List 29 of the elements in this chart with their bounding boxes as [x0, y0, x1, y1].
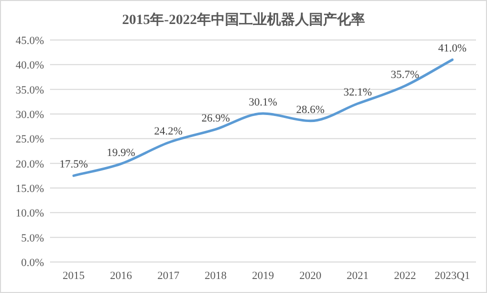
data-label: 35.7%	[390, 68, 420, 81]
y-tick-label: 10.0%	[16, 208, 44, 220]
y-tick-label: 30.0%	[16, 109, 44, 121]
x-tick-label: 2023Q1	[434, 270, 470, 282]
y-tick-label: 15.0%	[16, 183, 44, 195]
data-label: 19.9%	[106, 146, 136, 159]
data-label: 30.1%	[248, 96, 278, 109]
y-tick-label: 35.0%	[16, 84, 44, 96]
y-tick-label: 45.0%	[16, 35, 44, 47]
y-tick-label: 40.0%	[16, 60, 44, 72]
x-tick-label: 2018	[204, 270, 228, 282]
y-tick-label: 25.0%	[16, 134, 44, 146]
x-tick-label: 2022	[394, 270, 416, 282]
data-label: 28.6%	[296, 104, 325, 116]
x-tick-label: 2016	[110, 270, 132, 282]
x-tick-label: 2019	[252, 270, 274, 282]
x-tick-label: 2020	[299, 270, 322, 282]
data-label: 41.0%	[438, 42, 467, 55]
y-tick-label: 5.0%	[21, 232, 44, 244]
x-tick-label: 2017	[157, 270, 180, 282]
data-label: 26.9%	[201, 112, 230, 124]
y-tick-label: 20.0%	[16, 158, 44, 170]
title: 2015年-2022年中国工业机器人国产化率	[122, 13, 365, 28]
data-label: 24.2%	[154, 126, 183, 138]
data-label: 17.5%	[59, 158, 88, 171]
x-tick-label: 2015	[62, 270, 86, 282]
x-tick-label: 2021	[346, 270, 369, 282]
data-label: 32.1%	[343, 86, 372, 99]
y-tick-label: 0.0%	[21, 257, 44, 269]
